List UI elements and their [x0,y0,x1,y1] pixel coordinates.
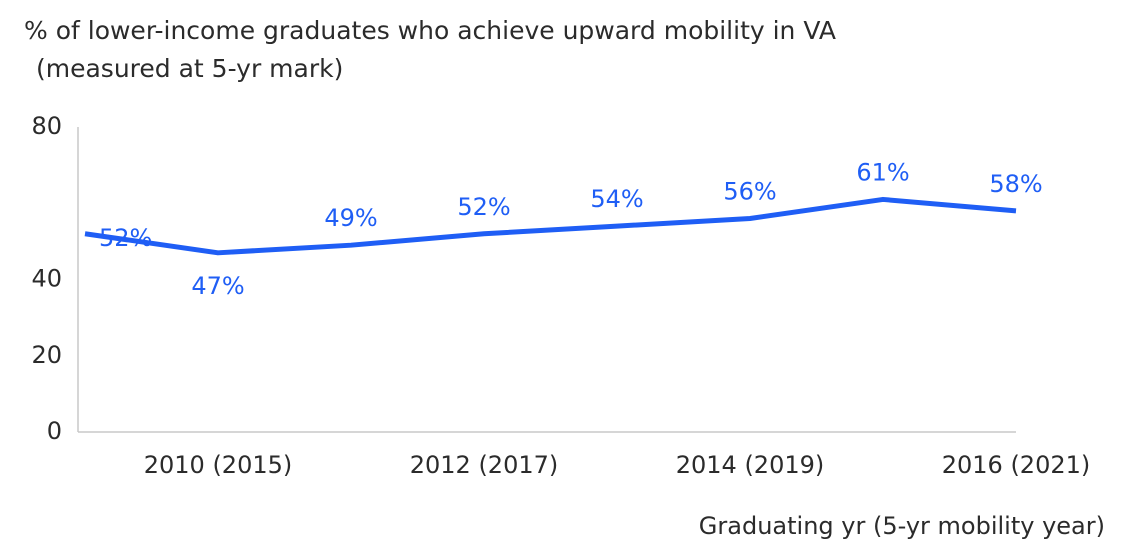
x-tick-label: 2010 (2015) [144,451,293,479]
chart-title: % of lower-income graduates who achieve … [24,16,836,45]
x-tick-label: 2014 (2019) [676,451,825,479]
data-label: 61% [856,158,909,186]
x-tick-label: 2012 (2017) [410,451,559,479]
y-tick-label: 40 [31,265,62,293]
x-tick-label: 2016 (2021) [942,451,1091,479]
data-line [84,196,1017,256]
data-label: 52% [99,224,152,252]
chart-subtitle: (measured at 5-yr mark) [36,54,343,83]
data-label: 49% [324,204,377,232]
data-label: 54% [590,185,643,213]
y-tick-label: 20 [31,341,62,369]
y-tick-label: 0 [47,417,62,445]
x-axis-label: Graduating yr (5-yr mobility year) [699,512,1105,540]
y-tick-label: 80 [31,112,62,140]
data-label: 58% [989,170,1042,198]
data-label: 56% [723,178,776,206]
data-label: 52% [457,193,510,221]
data-label: 47% [191,272,244,300]
